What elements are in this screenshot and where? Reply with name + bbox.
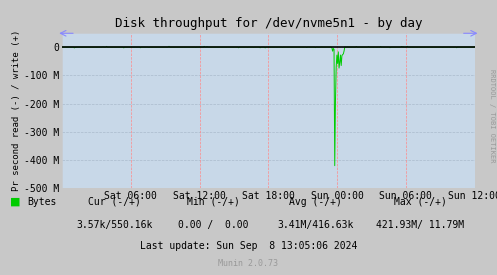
Text: 0.00 /  0.00: 0.00 / 0.00 <box>178 220 249 230</box>
Text: Munin 2.0.73: Munin 2.0.73 <box>219 259 278 268</box>
Text: 3.41M/416.63k: 3.41M/416.63k <box>277 220 354 230</box>
Text: Bytes: Bytes <box>27 197 57 207</box>
Text: Cur (-/+): Cur (-/+) <box>88 197 141 207</box>
Text: Avg (-/+): Avg (-/+) <box>289 197 342 207</box>
Text: 421.93M/ 11.79M: 421.93M/ 11.79M <box>376 220 464 230</box>
Text: Max (-/+): Max (-/+) <box>394 197 446 207</box>
Y-axis label: Pr second read (-) / write (+): Pr second read (-) / write (+) <box>12 30 21 191</box>
Text: 3.57k/550.16k: 3.57k/550.16k <box>76 220 153 230</box>
Text: ■: ■ <box>10 197 20 207</box>
Title: Disk throughput for /dev/nvme5n1 - by day: Disk throughput for /dev/nvme5n1 - by da… <box>115 17 422 31</box>
Text: Last update: Sun Sep  8 13:05:06 2024: Last update: Sun Sep 8 13:05:06 2024 <box>140 241 357 251</box>
Text: Min (-/+): Min (-/+) <box>187 197 240 207</box>
Text: RRDTOOL / TOBI OETIKER: RRDTOOL / TOBI OETIKER <box>489 69 495 162</box>
